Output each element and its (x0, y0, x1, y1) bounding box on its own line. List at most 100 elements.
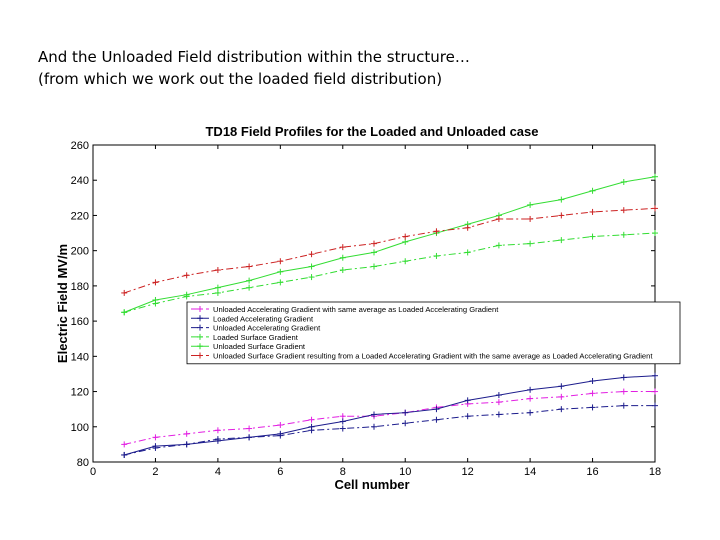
data-point (277, 258, 284, 265)
series-2 (121, 372, 658, 458)
x-axis-label: Cell number (334, 477, 409, 492)
y-tick-label: 240 (71, 175, 89, 187)
data-point (495, 242, 502, 249)
legend-entry: Unloaded Surface Gradient (191, 342, 306, 351)
data-point (558, 196, 565, 203)
x-tick-label: 2 (152, 466, 158, 478)
data-point (402, 420, 409, 427)
data-point (371, 263, 377, 270)
data-point (121, 441, 128, 448)
legend-entry: Unloaded Accelerating Gradient with same… (191, 305, 499, 314)
data-point (527, 395, 534, 402)
data-point (464, 249, 471, 256)
series-3 (121, 402, 658, 458)
legend-label: Loaded Surface Gradient (213, 333, 299, 342)
data-point (183, 291, 190, 298)
data-point (433, 252, 440, 259)
legend-label: Unloaded Surface Gradient (213, 342, 306, 351)
data-point (339, 413, 346, 420)
data-point (652, 402, 658, 409)
data-point (339, 418, 346, 425)
series-line (124, 207, 656, 294)
slide-text-line-2: (from which we work out the loaded field… (38, 70, 443, 88)
data-point (371, 423, 377, 430)
series-line (124, 232, 656, 313)
data-point (620, 231, 627, 238)
data-point (121, 451, 128, 458)
legend-marker (197, 343, 203, 350)
data-point (589, 187, 596, 194)
legend-marker (197, 324, 203, 331)
data-point (371, 411, 377, 418)
data-point (308, 427, 315, 434)
data-point (464, 397, 471, 404)
data-point (620, 178, 627, 185)
data-point (527, 409, 534, 416)
legend-entry: Loaded Accelerating Gradient (191, 314, 314, 323)
legend-label: Unloaded Accelerating Gradient with same… (213, 305, 499, 314)
data-point (308, 416, 315, 423)
data-point (277, 268, 284, 275)
data-point (558, 212, 565, 219)
data-point (121, 309, 128, 316)
data-point (495, 392, 502, 399)
data-point (495, 399, 502, 406)
y-tick-label: 220 (71, 210, 89, 222)
y-tick-label: 140 (71, 351, 89, 363)
legend-entry: Loaded Surface Gradient (191, 333, 299, 342)
legend-marker (197, 352, 203, 359)
data-point (558, 237, 565, 244)
legend-entry: Unloaded Accelerating Gradient (191, 324, 321, 333)
data-point (652, 173, 658, 180)
data-point (495, 411, 502, 418)
data-point (246, 425, 253, 432)
data-point (589, 377, 596, 384)
data-point (652, 372, 658, 379)
data-point (339, 267, 346, 274)
data-point (433, 406, 440, 413)
legend-marker (197, 315, 203, 322)
series-line (124, 405, 655, 456)
x-tick-label: 14 (524, 466, 536, 478)
y-tick-label: 120 (71, 387, 89, 399)
data-point (558, 383, 565, 390)
data-point (214, 289, 221, 296)
legend-label: Loaded Accelerating Gradient (213, 314, 314, 323)
data-point (558, 393, 565, 400)
y-tick-label: 80 (77, 457, 89, 469)
legend-marker (197, 333, 203, 340)
y-tick-label: 260 (71, 140, 89, 152)
data-point (527, 201, 534, 208)
data-point (152, 434, 159, 441)
data-point (402, 233, 409, 240)
data-point (214, 427, 221, 434)
data-point (246, 284, 253, 291)
data-point (246, 263, 253, 270)
series-line (124, 176, 656, 313)
data-point (339, 254, 346, 261)
data-point (308, 263, 315, 270)
series-6 (121, 205, 658, 296)
y-tick-label: 200 (71, 246, 89, 258)
x-tick-label: 0 (90, 466, 96, 478)
data-point (277, 279, 284, 286)
y-tick-label: 160 (71, 316, 89, 328)
data-point (527, 386, 534, 393)
data-point (246, 277, 253, 284)
legend-label: Unloaded Accelerating Gradient (213, 324, 321, 333)
data-point (214, 267, 221, 274)
data-point (214, 436, 221, 443)
legend-label: Unloaded Surface Gradient resulting from… (213, 352, 653, 361)
data-point (402, 238, 409, 245)
data-point (652, 230, 658, 237)
data-point (277, 432, 284, 439)
data-point (464, 413, 471, 420)
data-point (527, 240, 534, 247)
y-axis-label: Electric Field MV/m (55, 244, 70, 363)
series-1 (121, 388, 658, 448)
data-point (433, 228, 440, 235)
x-tick-label: 6 (277, 466, 283, 478)
data-point (339, 244, 346, 251)
data-point (152, 444, 159, 451)
data-point (371, 240, 377, 247)
